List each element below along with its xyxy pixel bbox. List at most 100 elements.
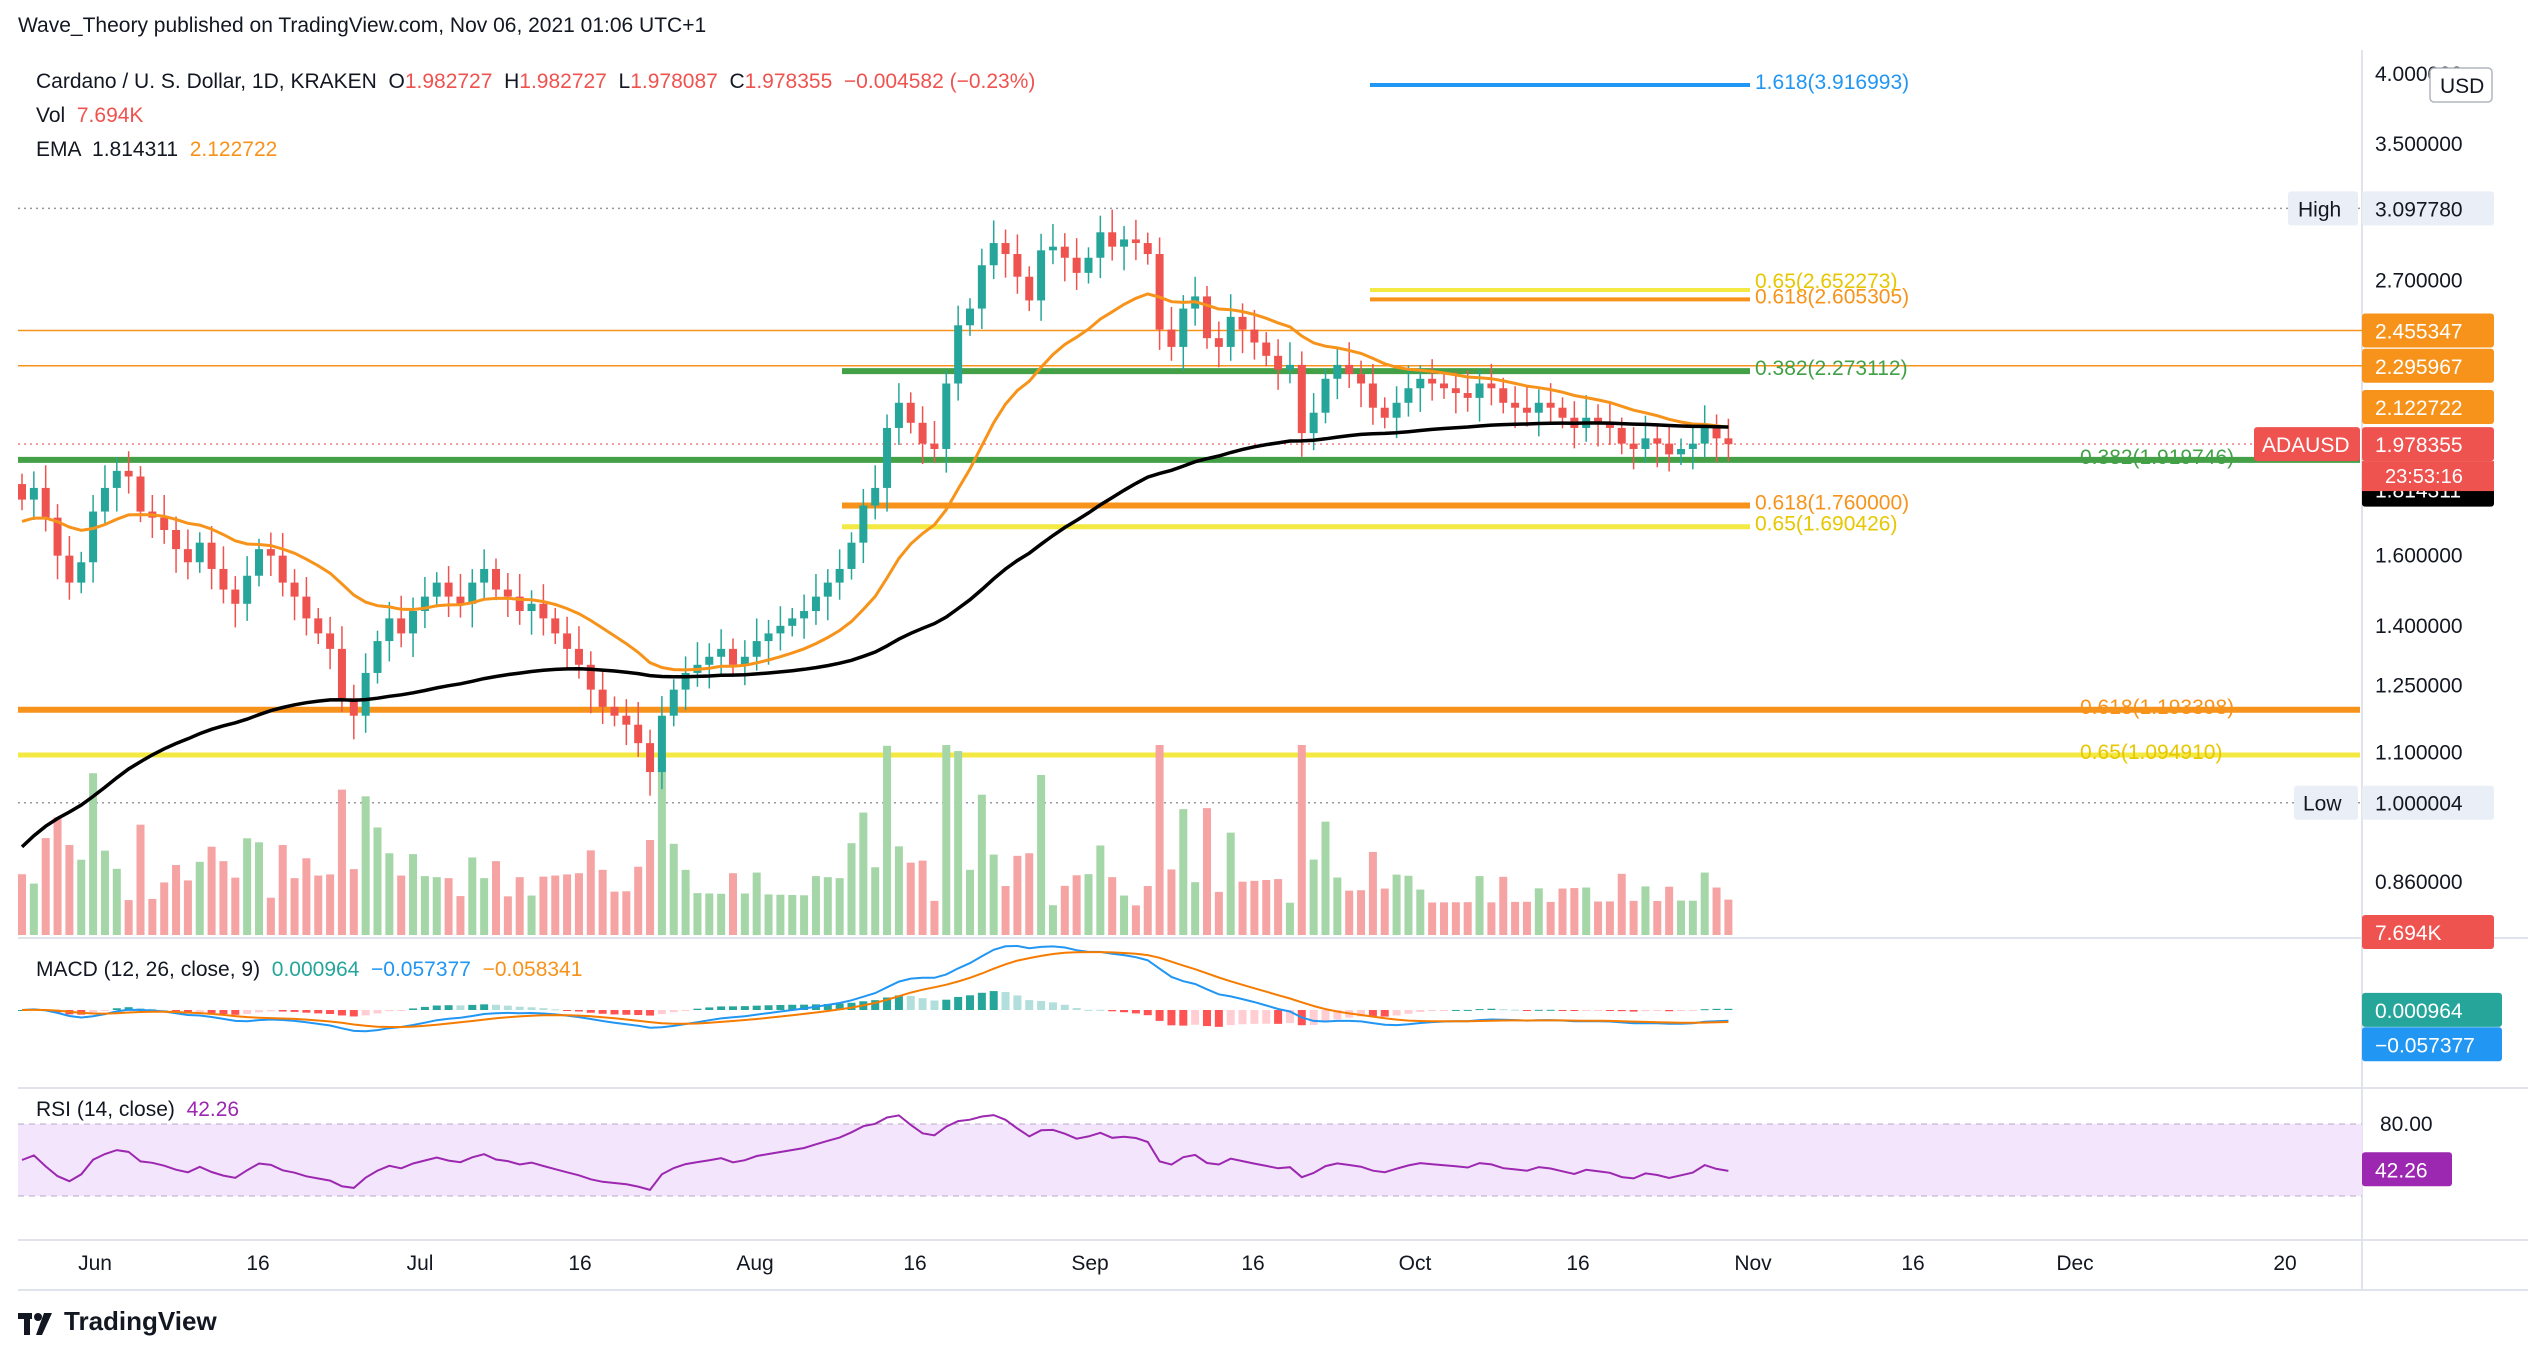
candle-body — [1594, 417, 1603, 423]
macd-histogram-bar — [646, 1010, 655, 1016]
candle-body — [492, 568, 500, 590]
candle-body — [835, 568, 844, 583]
macd-histogram-bar — [420, 1006, 429, 1010]
macd-histogram-bar — [1309, 1010, 1318, 1025]
volume-bar — [456, 896, 465, 935]
fib-level-label-6: 0.65(1.690426) — [1755, 513, 1897, 536]
time-tick-label: Oct — [1399, 1252, 1432, 1275]
volume-bar — [1582, 887, 1591, 935]
candle-body — [1297, 364, 1306, 434]
fib-level-label-1: 0.618(2.605305) — [1755, 285, 1909, 308]
volume-bar — [302, 858, 311, 935]
candle-body — [1060, 246, 1069, 258]
candle-body — [1001, 243, 1010, 255]
low-value: 1.978087 — [630, 70, 718, 93]
candle-body — [610, 706, 619, 716]
volume-bar — [18, 874, 26, 935]
candle-body — [1013, 254, 1022, 277]
volume-bar — [65, 845, 74, 935]
volume-bar — [195, 861, 204, 935]
price-tag-1-bg — [2362, 348, 2494, 383]
macd-histogram-bar — [207, 1010, 216, 1014]
macd-histogram-bar — [871, 1000, 880, 1010]
candle-body — [1546, 402, 1555, 408]
high-value-tag-bg — [2362, 191, 2494, 226]
volume-bar — [1380, 888, 1389, 935]
macd-histogram-bar — [693, 1008, 702, 1010]
candle-body — [480, 568, 489, 583]
candle-body — [409, 611, 418, 634]
tradingview-brand[interactable]: TradingView — [18, 1306, 217, 1337]
macd-histogram-bar — [1143, 1010, 1152, 1016]
volume-bar — [1262, 880, 1271, 935]
ema-slow-line — [20, 421, 1729, 849]
macd-histogram-bar — [1677, 1010, 1685, 1011]
volume-bar — [266, 897, 275, 935]
macd-histogram-bar — [1653, 1010, 1662, 1012]
macd-histogram-bar — [385, 1010, 394, 1012]
candle-body — [1380, 407, 1389, 418]
macd-signal-line — [21, 951, 1729, 1028]
volume-bar — [1143, 886, 1152, 935]
candle-body — [989, 243, 998, 266]
macd-histogram-bar — [1108, 1010, 1117, 1012]
volume-bar — [1155, 745, 1164, 935]
macd-histogram-bar — [219, 1010, 228, 1014]
volume-bar — [1688, 900, 1697, 935]
macd-histogram-bar — [1262, 1010, 1271, 1024]
volume-bar — [646, 840, 655, 935]
time-tick-label: Aug — [736, 1252, 773, 1275]
volume-bar — [977, 794, 986, 935]
volume-bar — [811, 876, 820, 935]
candle-body — [219, 568, 228, 590]
candle-body — [1392, 402, 1401, 418]
volume-bar — [432, 877, 441, 935]
price-tag-3-bg — [2362, 427, 2494, 462]
macd-histogram-bar — [1416, 1010, 1425, 1012]
price-tick-label: 1.600000 — [2375, 545, 2463, 568]
macd-histogram-bar — [255, 1010, 263, 1013]
macd-histogram-bar — [1048, 1002, 1057, 1010]
candle-body — [1451, 388, 1460, 394]
macd-histogram-bar — [1072, 1008, 1081, 1010]
macd-histogram-bar — [942, 999, 951, 1010]
macd-histogram-bar — [1285, 1010, 1294, 1024]
candle-body — [823, 582, 832, 597]
candle-body — [1558, 407, 1567, 418]
currency-box — [2429, 67, 2493, 103]
volume-bar — [551, 875, 560, 935]
time-tick-label: 16 — [1241, 1252, 1264, 1275]
macd-histogram-bar — [527, 1007, 536, 1010]
macd-histogram-bar — [492, 1004, 500, 1010]
macd-histogram-bar — [1688, 1010, 1697, 1011]
volume-bar — [255, 842, 263, 935]
candle-body — [314, 618, 323, 634]
candle-body — [859, 505, 868, 543]
volume-bar — [847, 843, 856, 935]
candle-body — [1712, 427, 1721, 439]
low-tag-label: Low — [2303, 793, 2342, 816]
rsi-legend: RSI (14, close) 42.26 — [36, 1098, 239, 1122]
volume-bar — [1120, 895, 1129, 935]
volume-bar — [729, 873, 737, 935]
candle-body — [646, 743, 655, 773]
macd-histogram-bar — [977, 992, 986, 1010]
volume-bar — [1511, 901, 1520, 935]
macd-histogram-bar — [823, 1003, 832, 1010]
fib-level-label-0: 1.618(3.916993) — [1755, 71, 1909, 94]
candle-body — [1143, 243, 1152, 255]
macd-histogram-bar — [1191, 1010, 1200, 1025]
candle-body — [1499, 388, 1508, 403]
price-tag-1: 2.295967 — [2375, 356, 2463, 379]
macd-histogram-bar — [657, 1010, 666, 1015]
macd-histogram-bar — [740, 1006, 749, 1010]
volume-bar — [1072, 875, 1081, 935]
time-tick-label: Jul — [407, 1252, 434, 1275]
time-tick-label: Jun — [78, 1252, 112, 1275]
volume-bar — [1522, 901, 1531, 935]
macd-line-tag-bg — [2362, 1027, 2502, 1062]
volume-bar — [1274, 879, 1283, 935]
macd-histogram-bar — [681, 1010, 690, 1011]
candle-body — [1131, 239, 1140, 244]
